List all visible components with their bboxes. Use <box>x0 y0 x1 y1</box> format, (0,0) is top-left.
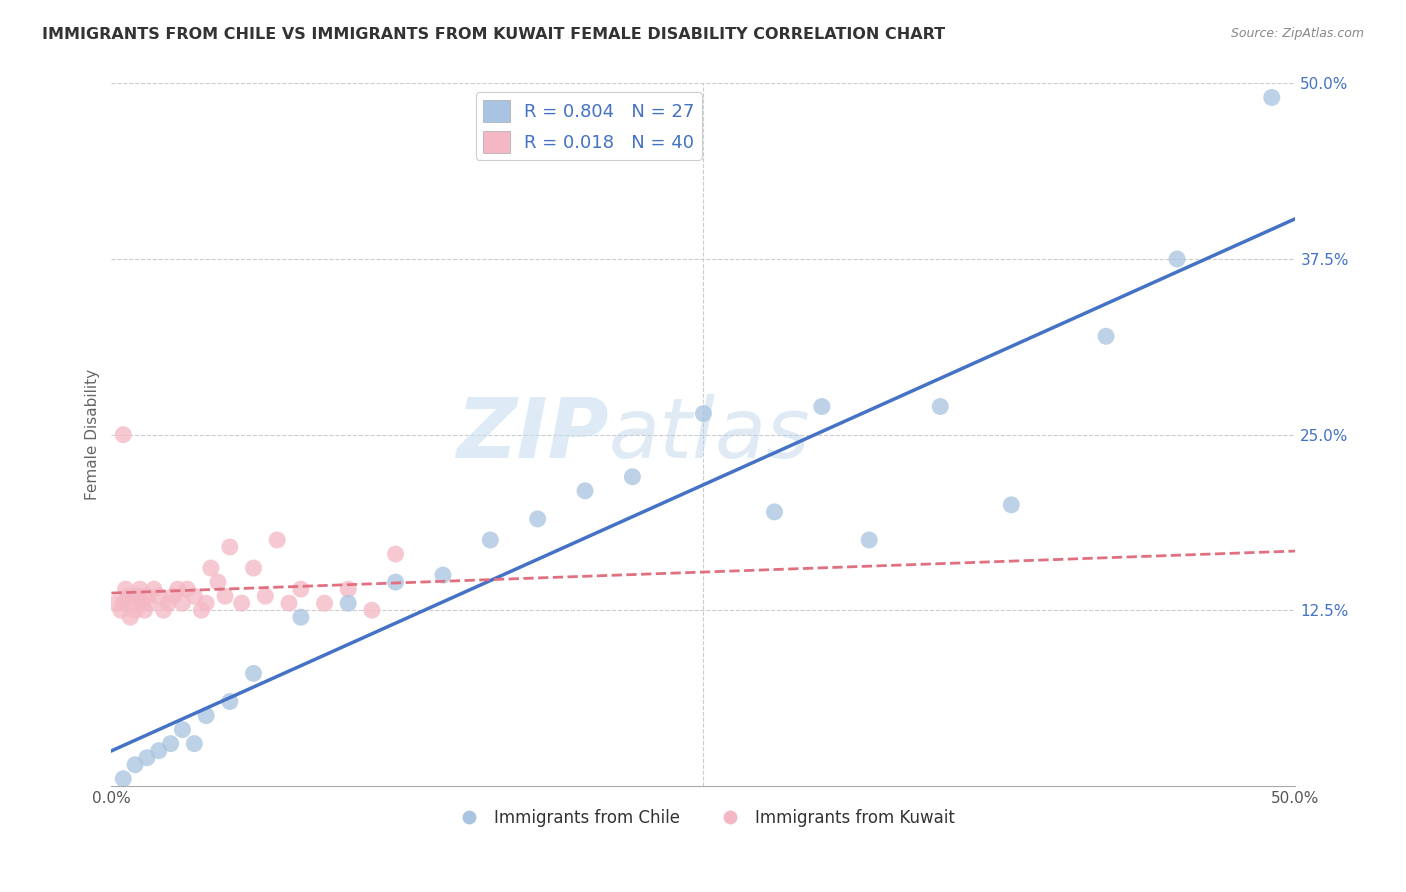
Point <box>172 723 194 737</box>
Text: Source: ZipAtlas.com: Source: ZipAtlas.com <box>1230 27 1364 40</box>
Text: IMMIGRANTS FROM CHILE VS IMMIGRANTS FROM KUWAIT FEMALE DISABILITY CORRELATION CH: IMMIGRANTS FROM CHILE VS IMMIGRANTS FROM… <box>42 27 945 42</box>
Point <box>266 533 288 547</box>
Point <box>121 596 143 610</box>
Point <box>361 603 384 617</box>
Point <box>183 589 205 603</box>
Point <box>136 750 159 764</box>
Text: atlas: atlas <box>609 394 810 475</box>
Point <box>278 596 301 610</box>
Point <box>136 589 159 603</box>
Point <box>337 596 360 610</box>
Y-axis label: Female Disability: Female Disability <box>86 369 100 500</box>
Point <box>218 540 240 554</box>
Point <box>231 596 253 610</box>
Point <box>526 512 548 526</box>
Point <box>290 610 312 624</box>
Point <box>384 547 406 561</box>
Point <box>124 603 146 617</box>
Point <box>143 582 166 596</box>
Point <box>218 694 240 708</box>
Point <box>811 400 834 414</box>
Point <box>214 589 236 603</box>
Point <box>183 737 205 751</box>
Point <box>134 603 156 617</box>
Legend: Immigrants from Chile, Immigrants from Kuwait: Immigrants from Chile, Immigrants from K… <box>446 802 962 834</box>
Point <box>120 610 142 624</box>
Point <box>195 596 218 610</box>
Point <box>148 589 170 603</box>
Point <box>159 737 181 751</box>
Point <box>124 757 146 772</box>
Point <box>148 744 170 758</box>
Point <box>1166 252 1188 266</box>
Point <box>384 575 406 590</box>
Point <box>432 568 454 582</box>
Point <box>207 575 229 590</box>
Point <box>166 582 188 596</box>
Point <box>621 469 644 483</box>
Point <box>112 772 135 786</box>
Point <box>152 603 174 617</box>
Point <box>574 483 596 498</box>
Point <box>254 589 277 603</box>
Point <box>110 603 132 617</box>
Point <box>190 603 212 617</box>
Point <box>117 589 139 603</box>
Point <box>176 582 198 596</box>
Point <box>112 427 135 442</box>
Point <box>1000 498 1022 512</box>
Point <box>858 533 880 547</box>
Point <box>131 596 153 610</box>
Point <box>200 561 222 575</box>
Point <box>114 582 136 596</box>
Point <box>1095 329 1118 343</box>
Point <box>105 596 128 610</box>
Point <box>479 533 502 547</box>
Point <box>929 400 952 414</box>
Point <box>242 561 264 575</box>
Point <box>314 596 336 610</box>
Point <box>157 596 180 610</box>
Text: ZIP: ZIP <box>456 394 609 475</box>
Point <box>763 505 786 519</box>
Point <box>172 596 194 610</box>
Point <box>138 596 160 610</box>
Point <box>337 582 360 596</box>
Point <box>112 596 135 610</box>
Point <box>195 708 218 723</box>
Point <box>128 582 150 596</box>
Point <box>1261 90 1284 104</box>
Point <box>162 589 184 603</box>
Point <box>127 589 149 603</box>
Point <box>692 407 714 421</box>
Point <box>290 582 312 596</box>
Point <box>242 666 264 681</box>
